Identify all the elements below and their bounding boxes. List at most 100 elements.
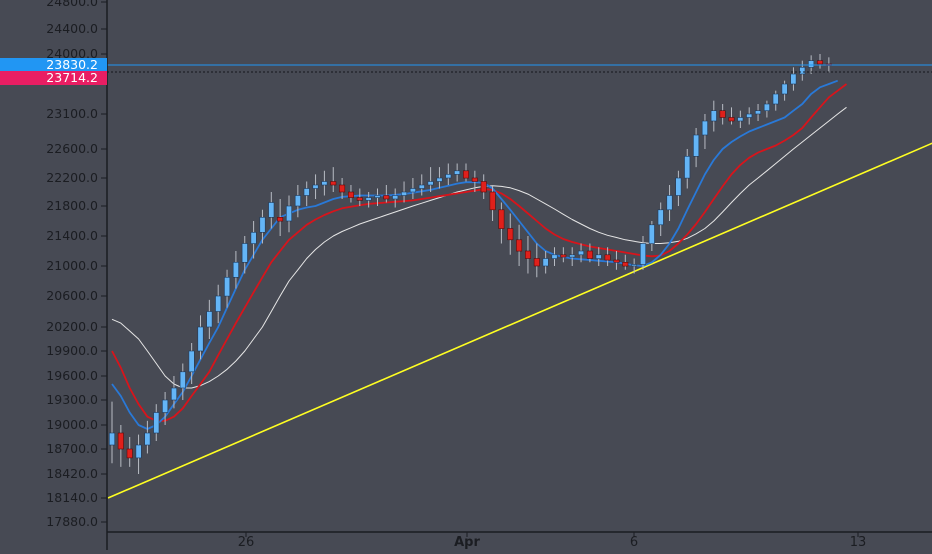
candle[interactable] xyxy=(754,104,761,121)
candle-body xyxy=(631,264,638,267)
candle[interactable] xyxy=(250,221,257,259)
candle[interactable] xyxy=(533,243,540,278)
candle[interactable] xyxy=(577,243,584,263)
candle[interactable] xyxy=(259,209,266,244)
candle[interactable] xyxy=(436,167,443,189)
candle-body xyxy=(277,217,284,222)
candle[interactable] xyxy=(356,188,363,207)
candle[interactable] xyxy=(339,178,346,199)
candle[interactable] xyxy=(401,181,408,203)
candle[interactable] xyxy=(639,236,646,270)
candle[interactable] xyxy=(542,251,549,274)
candle[interactable] xyxy=(684,149,691,189)
candle[interactable] xyxy=(268,192,275,229)
candle[interactable] xyxy=(374,188,381,207)
candle[interactable] xyxy=(790,67,797,91)
candle[interactable] xyxy=(171,376,178,409)
candle[interactable] xyxy=(277,199,284,236)
candle-body xyxy=(347,191,354,198)
candle[interactable] xyxy=(551,247,558,266)
candle[interactable] xyxy=(365,192,372,208)
candle[interactable] xyxy=(710,100,717,132)
candle-body xyxy=(206,311,213,328)
candle[interactable] xyxy=(197,315,204,360)
candle[interactable] xyxy=(427,167,434,192)
candle-body xyxy=(462,170,469,179)
y-tick-label: 18140.0 xyxy=(46,490,98,505)
candle[interactable] xyxy=(480,174,487,199)
y-tick-label: 21400.0 xyxy=(46,228,98,243)
candle[interactable] xyxy=(215,284,222,324)
candle[interactable] xyxy=(763,100,770,118)
candle-body xyxy=(241,243,248,263)
candle[interactable] xyxy=(693,128,700,168)
candle[interactable] xyxy=(206,299,213,339)
candle[interactable] xyxy=(321,170,328,196)
candle[interactable] xyxy=(109,401,116,464)
candle[interactable] xyxy=(613,251,620,270)
trendline[interactable] xyxy=(107,142,932,499)
candle-body xyxy=(480,181,487,193)
candle[interactable] xyxy=(489,185,496,221)
candle[interactable] xyxy=(117,425,124,467)
candle[interactable] xyxy=(728,107,735,125)
candle[interactable] xyxy=(471,170,478,192)
candle[interactable] xyxy=(294,185,301,218)
candle[interactable] xyxy=(666,185,673,221)
candle[interactable] xyxy=(604,247,611,266)
candle[interactable] xyxy=(516,224,523,266)
candle[interactable] xyxy=(524,236,531,274)
candle[interactable] xyxy=(675,170,682,206)
candle[interactable] xyxy=(622,254,629,270)
candle[interactable] xyxy=(799,60,806,81)
candle[interactable] xyxy=(657,202,664,237)
candle[interactable] xyxy=(409,178,416,199)
candle-body xyxy=(657,209,664,226)
candle[interactable] xyxy=(781,80,788,101)
candle[interactable] xyxy=(126,437,133,467)
candle[interactable] xyxy=(179,363,186,401)
secondary-price-label[interactable]: 23714.2 xyxy=(0,70,107,85)
candle[interactable] xyxy=(188,343,195,384)
candle[interactable] xyxy=(330,167,337,192)
candle[interactable] xyxy=(569,247,576,266)
candle[interactable] xyxy=(144,420,151,454)
candle[interactable] xyxy=(746,107,753,125)
candle[interactable] xyxy=(498,202,505,244)
candle[interactable] xyxy=(701,114,708,149)
candle-body xyxy=(808,60,815,68)
candle[interactable] xyxy=(135,434,142,474)
ma-mid-line xyxy=(111,83,848,422)
candle[interactable] xyxy=(312,174,319,199)
candle-body xyxy=(224,276,231,297)
candle[interactable] xyxy=(153,404,160,441)
candle[interactable] xyxy=(772,90,779,111)
candle[interactable] xyxy=(507,213,514,255)
candle[interactable] xyxy=(285,195,292,233)
candle[interactable] xyxy=(462,163,469,182)
candle[interactable] xyxy=(392,188,399,208)
current-price-badge xyxy=(0,58,107,71)
candle[interactable] xyxy=(719,104,726,125)
candle[interactable] xyxy=(586,243,593,263)
candle[interactable] xyxy=(454,163,461,182)
candle[interactable] xyxy=(560,247,567,263)
candle[interactable] xyxy=(631,258,638,274)
candle[interactable] xyxy=(224,269,231,308)
candle[interactable] xyxy=(595,247,602,266)
current-price-label[interactable]: 23830.2 xyxy=(0,57,107,72)
candle[interactable] xyxy=(445,163,452,186)
candle[interactable] xyxy=(241,236,248,274)
y-tick-label: 17880.0 xyxy=(46,514,98,529)
candle[interactable] xyxy=(648,221,655,251)
candle[interactable] xyxy=(816,54,823,69)
candle[interactable] xyxy=(383,185,390,203)
candle[interactable] xyxy=(418,174,425,196)
candle[interactable] xyxy=(347,185,354,203)
candle[interactable] xyxy=(162,392,169,425)
candle-body xyxy=(171,387,178,401)
candle[interactable] xyxy=(737,110,744,128)
candle[interactable] xyxy=(303,181,310,207)
candle[interactable] xyxy=(232,251,239,289)
